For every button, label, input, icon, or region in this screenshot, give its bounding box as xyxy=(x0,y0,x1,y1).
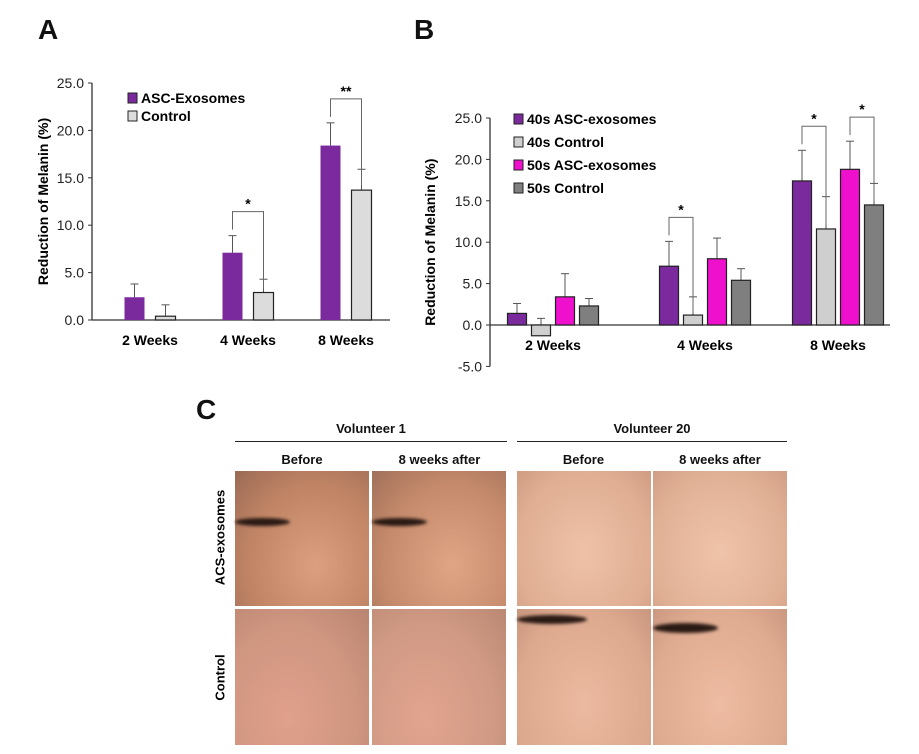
panel-label-a: A xyxy=(38,14,59,45)
volunteer-1-label: Volunteer 1 xyxy=(336,421,406,436)
legend-swatch xyxy=(127,92,138,104)
legend-label: Control xyxy=(141,108,191,124)
photo-v1-ctrl-after xyxy=(372,609,506,745)
bar-50s-asc-exosomes xyxy=(706,258,728,326)
photo-v20-ctrl-after xyxy=(653,609,787,745)
y-tick-label: 5.0 xyxy=(463,276,483,292)
significance-bracket xyxy=(849,116,875,201)
divider xyxy=(235,441,507,442)
eyelash xyxy=(235,518,290,526)
bar-50s-control xyxy=(578,305,600,326)
row-label-exosomes: ACS-exosomes xyxy=(212,489,228,586)
x-tick-label: 2 Weeks xyxy=(122,332,178,348)
legend-label: ASC-Exosomes xyxy=(141,90,245,106)
bar-control xyxy=(350,189,373,321)
eyelash xyxy=(517,615,587,624)
x-tick-label: 8 Weeks xyxy=(318,332,374,348)
row-label-control: Control xyxy=(212,654,228,701)
bar-50s-asc-exosomes xyxy=(554,296,576,326)
significance-label: * xyxy=(678,201,684,217)
x-tick-label: 8 Weeks xyxy=(810,337,866,353)
legend-swatch xyxy=(513,136,524,148)
y-tick-label: 15.0 xyxy=(455,193,482,209)
y-axis-label: Reduction of Melanin (%) xyxy=(35,118,51,285)
bar-40s-asc-exosomes xyxy=(791,180,813,326)
significance-label: * xyxy=(811,110,817,126)
photo-v1-exo-after xyxy=(372,471,506,606)
legend-swatch xyxy=(513,159,524,171)
y-tick-label: 10.0 xyxy=(57,217,84,233)
y-tick-label: 25.0 xyxy=(57,75,84,91)
photo-v20-exo-after xyxy=(653,471,787,606)
photo-v1-ctrl-before xyxy=(235,609,369,745)
bar-asc-exosomes xyxy=(320,145,341,320)
bar-40s-asc-exosomes xyxy=(506,312,528,326)
bar-control xyxy=(154,315,177,321)
bar-40s-asc-exosomes xyxy=(658,265,680,326)
before-label: Before xyxy=(281,452,323,467)
y-tick-label: 15.0 xyxy=(57,170,84,186)
legend-swatch xyxy=(513,182,524,194)
before-label: Before xyxy=(562,452,605,467)
volunteer-20-label: Volunteer 20 xyxy=(613,421,691,436)
significance-label: * xyxy=(245,196,251,212)
bar-asc-exosomes xyxy=(124,297,145,320)
y-tick-label: 20.0 xyxy=(57,122,84,138)
legend-label: 40s Control xyxy=(527,134,604,150)
significance-bracket xyxy=(330,98,362,187)
bar-40s-control xyxy=(815,228,837,326)
x-tick-label: 2 Weeks xyxy=(525,337,581,353)
y-tick-label: 0.0 xyxy=(65,312,85,328)
legend-label: 50s ASC-exosomes xyxy=(527,157,657,173)
significance-bracket xyxy=(668,216,694,312)
y-axis-label: Reduction of Melanin (%) xyxy=(422,159,438,326)
photo-v20-ctrl-before xyxy=(517,609,651,745)
bar-50s-asc-exosomes xyxy=(839,168,861,326)
y-tick-label: 0.0 xyxy=(463,317,483,333)
legend-label: 40s ASC-exosomes xyxy=(527,111,657,127)
x-tick-label: 4 Weeks xyxy=(220,332,276,348)
legend-swatch xyxy=(513,113,524,125)
bar-50s-control xyxy=(730,279,752,326)
significance-bracket xyxy=(232,211,264,289)
significance-label: * xyxy=(859,101,865,117)
bar-control xyxy=(252,291,275,321)
chart-a: 0.0 5.0 10.0 15.0 20.0 25.0 Reduction of Melan… xyxy=(35,75,890,374)
panel-label-c: C xyxy=(196,394,217,425)
bar-50s-control xyxy=(863,204,885,326)
after-label: 8 weeks after xyxy=(398,452,481,467)
y-tick-label: 25.0 xyxy=(455,110,482,126)
eyelash xyxy=(653,623,718,633)
panel-label-b: B xyxy=(414,14,435,45)
significance-label: ** xyxy=(341,83,352,99)
bar-asc-exosomes xyxy=(222,252,243,320)
y-tick-label: 10.0 xyxy=(455,234,482,250)
bar-40s-control xyxy=(682,314,704,326)
y-tick-label: -5.0 xyxy=(458,358,482,374)
divider xyxy=(517,441,787,442)
legend-swatch xyxy=(127,110,138,122)
eyelash xyxy=(372,518,427,526)
photo-v1-exo-before xyxy=(235,471,369,606)
y-tick-label: 20.0 xyxy=(455,151,482,167)
photo-v20-exo-before xyxy=(517,471,651,606)
y-tick-label: 5.0 xyxy=(65,265,85,281)
bar-40s-control xyxy=(530,324,552,337)
significance-bracket xyxy=(801,125,827,225)
legend-label: 50s Control xyxy=(527,180,604,196)
after-label: 8 weeks after xyxy=(679,452,761,467)
x-tick-label: 4 Weeks xyxy=(677,337,733,353)
